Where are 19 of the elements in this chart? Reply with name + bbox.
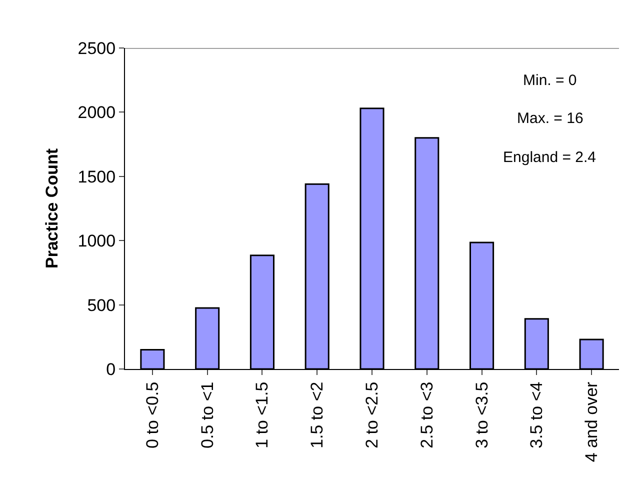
x-tick-label: 3 to <3.5 — [472, 382, 492, 448]
y-tick-label: 1000 — [78, 232, 116, 251]
x-tick-label: 4 and over — [582, 381, 602, 462]
x-tick-label: 0 to <0.5 — [142, 382, 162, 448]
y-tick-label: 500 — [87, 296, 116, 315]
x-tick-label: 1.5 to <2 — [308, 382, 327, 448]
y-axis-title: Practice Count — [42, 148, 62, 268]
annotation: Min. = 0 — [523, 72, 577, 89]
y-tick-label: 0 — [106, 360, 116, 379]
y-tick-label: 2000 — [78, 103, 116, 122]
x-tick-label: 1 to <1.5 — [252, 382, 272, 448]
x-tick-label: 0.5 to <1 — [198, 382, 217, 448]
annotation: Max. = 16 — [517, 110, 584, 127]
annotation: England = 2.4 — [503, 149, 596, 166]
y-tick-label: 1500 — [78, 167, 116, 186]
y-tick-label: 2500 — [78, 38, 116, 58]
x-tick-label: 2 to <2.5 — [362, 382, 382, 448]
x-tick-label: 3.5 to <4 — [527, 382, 546, 448]
x-tick-label: 2.5 to <3 — [417, 382, 436, 448]
